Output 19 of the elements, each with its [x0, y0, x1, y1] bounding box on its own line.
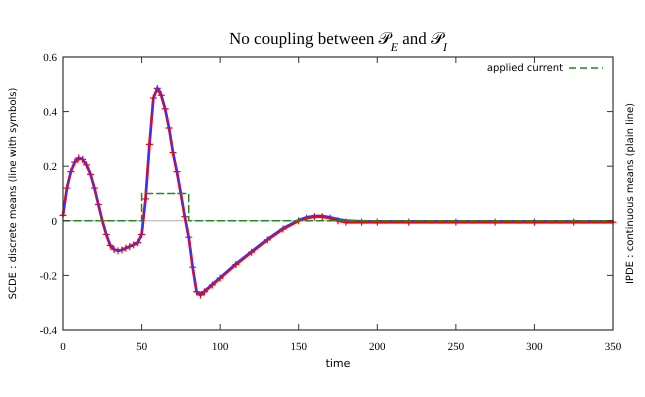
x-tick-label: 200 — [369, 341, 386, 353]
y-tick-label: -0.4 — [40, 325, 58, 337]
y-tick-label: 0.2 — [43, 161, 57, 174]
x-axis-title: time — [326, 357, 351, 370]
x-tick-label: 250 — [448, 341, 465, 353]
y-tick-label: 0.4 — [43, 106, 58, 119]
x-tick-label: 350 — [604, 341, 622, 353]
x-tick-label: 50 — [136, 341, 148, 353]
x-tick-label: 150 — [290, 341, 308, 353]
x-tick-label: 0 — [60, 341, 66, 353]
y2-axis-title: IPDE : continuous means (plain line) — [625, 102, 636, 284]
x-tick-label: 100 — [212, 341, 229, 353]
legend-label: applied current — [486, 63, 564, 74]
y-tick-label: -0.2 — [40, 270, 57, 282]
y-tick-label: 0.6 — [43, 52, 58, 64]
chart-title: No coupling between 𝒫$_{E}$ and 𝒫$_{I}$ — [229, 29, 448, 54]
x-tick-label: 300 — [526, 341, 544, 353]
y-axis-title: SCDE : discrete means (line with symbols) — [8, 88, 19, 300]
y-tick-label: 0 — [52, 216, 58, 228]
